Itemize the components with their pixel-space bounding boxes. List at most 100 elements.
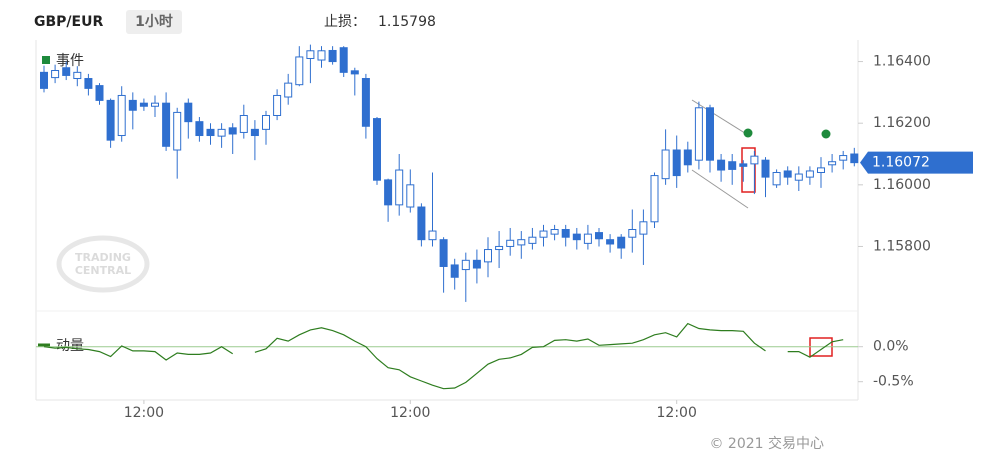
candle-body bbox=[506, 239, 515, 247]
candle-body bbox=[761, 159, 770, 178]
candle-body bbox=[206, 128, 215, 137]
candle-body bbox=[339, 47, 348, 73]
watermark: TRADING CENTRAL bbox=[56, 235, 150, 293]
candle-body bbox=[750, 155, 759, 165]
candle-body bbox=[40, 71, 48, 89]
candle-body bbox=[794, 173, 803, 181]
momentum-line bbox=[787, 339, 844, 358]
candle-body bbox=[62, 67, 71, 76]
copyright: © 2021 交易中心 bbox=[709, 435, 824, 452]
stop-loss-value: 1.15798 bbox=[378, 14, 436, 30]
candle-body bbox=[195, 121, 204, 137]
legend-swatch bbox=[42, 56, 50, 64]
candle-body bbox=[839, 155, 848, 161]
candle-body bbox=[639, 221, 648, 235]
y-tick-label: 1.16400 bbox=[873, 54, 931, 70]
interval-button-bg bbox=[126, 10, 182, 34]
candle-body bbox=[484, 249, 492, 263]
wedge-line bbox=[691, 99, 749, 136]
candle-body bbox=[306, 50, 315, 59]
candle-body bbox=[461, 259, 470, 271]
legend-label: 事件 bbox=[56, 53, 84, 69]
candle-body bbox=[661, 149, 670, 180]
candle-body bbox=[606, 239, 615, 245]
momentum-line bbox=[254, 322, 766, 390]
x-tick-label: 12:00 bbox=[124, 405, 164, 421]
candle-body bbox=[395, 169, 404, 206]
candle-body bbox=[384, 179, 393, 206]
candle-body bbox=[595, 232, 603, 240]
candle-body bbox=[850, 153, 859, 164]
candle-body bbox=[450, 264, 459, 278]
candle-body bbox=[561, 229, 570, 238]
candle-body bbox=[817, 167, 825, 174]
candle-body bbox=[628, 229, 637, 238]
candle-body bbox=[706, 107, 714, 161]
candle-body bbox=[51, 70, 60, 79]
y-tick-label: 0.0% bbox=[873, 339, 909, 355]
candle-body bbox=[217, 128, 226, 137]
current-price-marker bbox=[860, 151, 973, 174]
candle-body bbox=[139, 102, 148, 107]
candle-body bbox=[128, 99, 137, 111]
candle-body bbox=[173, 111, 182, 151]
candle-body bbox=[728, 161, 737, 170]
candle-body bbox=[239, 114, 248, 133]
candle-body bbox=[828, 161, 837, 166]
candle-body bbox=[184, 102, 193, 123]
candle-body bbox=[117, 94, 126, 137]
candle-body bbox=[783, 170, 792, 178]
candle-body bbox=[495, 245, 504, 251]
candle-body bbox=[250, 128, 259, 137]
candle-body bbox=[273, 94, 282, 116]
watermark-text: TRADING bbox=[75, 251, 131, 264]
event-dot[interactable] bbox=[743, 128, 753, 138]
candle-body bbox=[95, 85, 104, 101]
candle-body bbox=[539, 230, 548, 238]
candle-body bbox=[550, 229, 559, 235]
candle-body bbox=[683, 149, 692, 166]
candle-body bbox=[84, 78, 93, 89]
candle-body bbox=[417, 206, 426, 241]
event-dot[interactable] bbox=[821, 129, 831, 139]
candle-body bbox=[739, 163, 748, 167]
candle-body bbox=[317, 50, 326, 61]
candle-body bbox=[672, 149, 681, 177]
candle-body bbox=[650, 175, 659, 223]
candle-body bbox=[373, 118, 381, 181]
candle-body bbox=[284, 82, 293, 98]
x-tick-label: 12:00 bbox=[390, 405, 430, 421]
legend-label: 动量 bbox=[56, 338, 84, 354]
candle-body bbox=[694, 107, 703, 161]
candle-body bbox=[428, 230, 437, 241]
watermark-ring bbox=[56, 235, 150, 293]
candle-body bbox=[262, 114, 270, 130]
candle-body bbox=[73, 71, 82, 80]
candle-body bbox=[328, 49, 337, 63]
current-price-tag: 1.16072 bbox=[860, 151, 973, 174]
symbol: GBP/EUR bbox=[34, 14, 103, 30]
candle-body bbox=[528, 236, 537, 244]
candle-body bbox=[617, 236, 626, 249]
candle-body bbox=[472, 259, 481, 269]
interval-button[interactable]: 1小时 bbox=[135, 13, 173, 30]
candle-body bbox=[228, 127, 237, 135]
x-tick-label: 12:00 bbox=[657, 405, 697, 421]
candle-body bbox=[350, 70, 359, 75]
y-tick-label: 1.16200 bbox=[873, 115, 931, 131]
y-tick-label: 1.16000 bbox=[873, 177, 931, 193]
y-tick-label: -0.5% bbox=[873, 374, 914, 390]
candle-body bbox=[772, 172, 781, 186]
stop-loss-label: 止损： bbox=[324, 14, 366, 30]
watermark-text: CENTRAL bbox=[75, 264, 131, 277]
current-price-label: 1.16072 bbox=[872, 155, 930, 171]
candle-body bbox=[151, 102, 159, 107]
momentum-line bbox=[43, 345, 234, 361]
candle-body bbox=[162, 102, 171, 147]
candle-body bbox=[106, 99, 115, 141]
candle-body bbox=[517, 239, 526, 246]
candle-body bbox=[572, 233, 581, 241]
candle-body bbox=[717, 159, 726, 171]
